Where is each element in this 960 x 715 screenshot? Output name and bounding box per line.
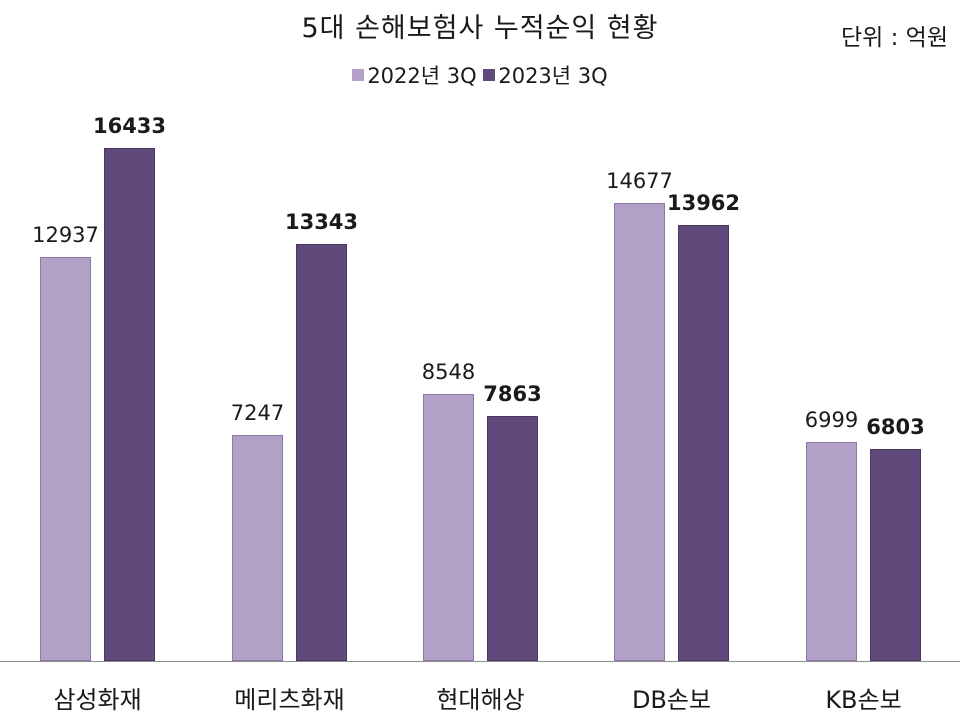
data-label: 7863 <box>483 382 542 406</box>
bar-1-series-1 <box>296 244 347 661</box>
category-label: 현대해상 <box>436 686 525 714</box>
bar-1-series-0 <box>232 435 283 661</box>
category-label: DB손보 <box>631 686 712 714</box>
legend-label-2023: 2023년 3Q <box>498 64 608 88</box>
bar-0-series-0 <box>40 257 91 661</box>
unit-label: 단위 : 억원 <box>840 25 948 51</box>
bar-0-series-1 <box>104 148 155 661</box>
legend-swatch-2023-icon <box>483 69 496 81</box>
data-label: 16433 <box>92 114 167 138</box>
bar-2-series-0 <box>423 394 474 661</box>
data-label: 7247 <box>230 401 285 425</box>
category-label: 메리츠화재 <box>234 686 345 714</box>
legend: 2022년 3Q 2023년 3Q <box>0 60 960 90</box>
category-label: KB손보 <box>825 686 902 714</box>
x-axis-line <box>0 661 960 662</box>
data-label: 14677 <box>606 169 673 193</box>
data-label: 12937 <box>32 223 99 247</box>
data-label: 13343 <box>284 210 359 234</box>
bar-3-series-0 <box>614 203 665 661</box>
bar-4-series-1 <box>870 449 921 661</box>
legend-item-2023: 2023년 3Q <box>483 60 608 90</box>
legend-label-2022: 2022년 3Q <box>367 64 477 88</box>
data-label: 6803 <box>866 415 925 439</box>
bar-4-series-0 <box>806 442 857 661</box>
bar-3-series-1 <box>678 225 729 661</box>
data-label: 8548 <box>421 360 476 384</box>
data-label: 13962 <box>666 191 741 215</box>
data-label: 6999 <box>804 408 859 432</box>
chart-title: 5대 손해보험사 누적순익 현황 <box>301 13 659 44</box>
bar-2-series-1 <box>487 416 538 661</box>
legend-swatch-2022-icon <box>352 69 365 81</box>
legend-item-2022: 2022년 3Q <box>352 60 477 90</box>
category-label: 삼성화재 <box>53 686 142 714</box>
